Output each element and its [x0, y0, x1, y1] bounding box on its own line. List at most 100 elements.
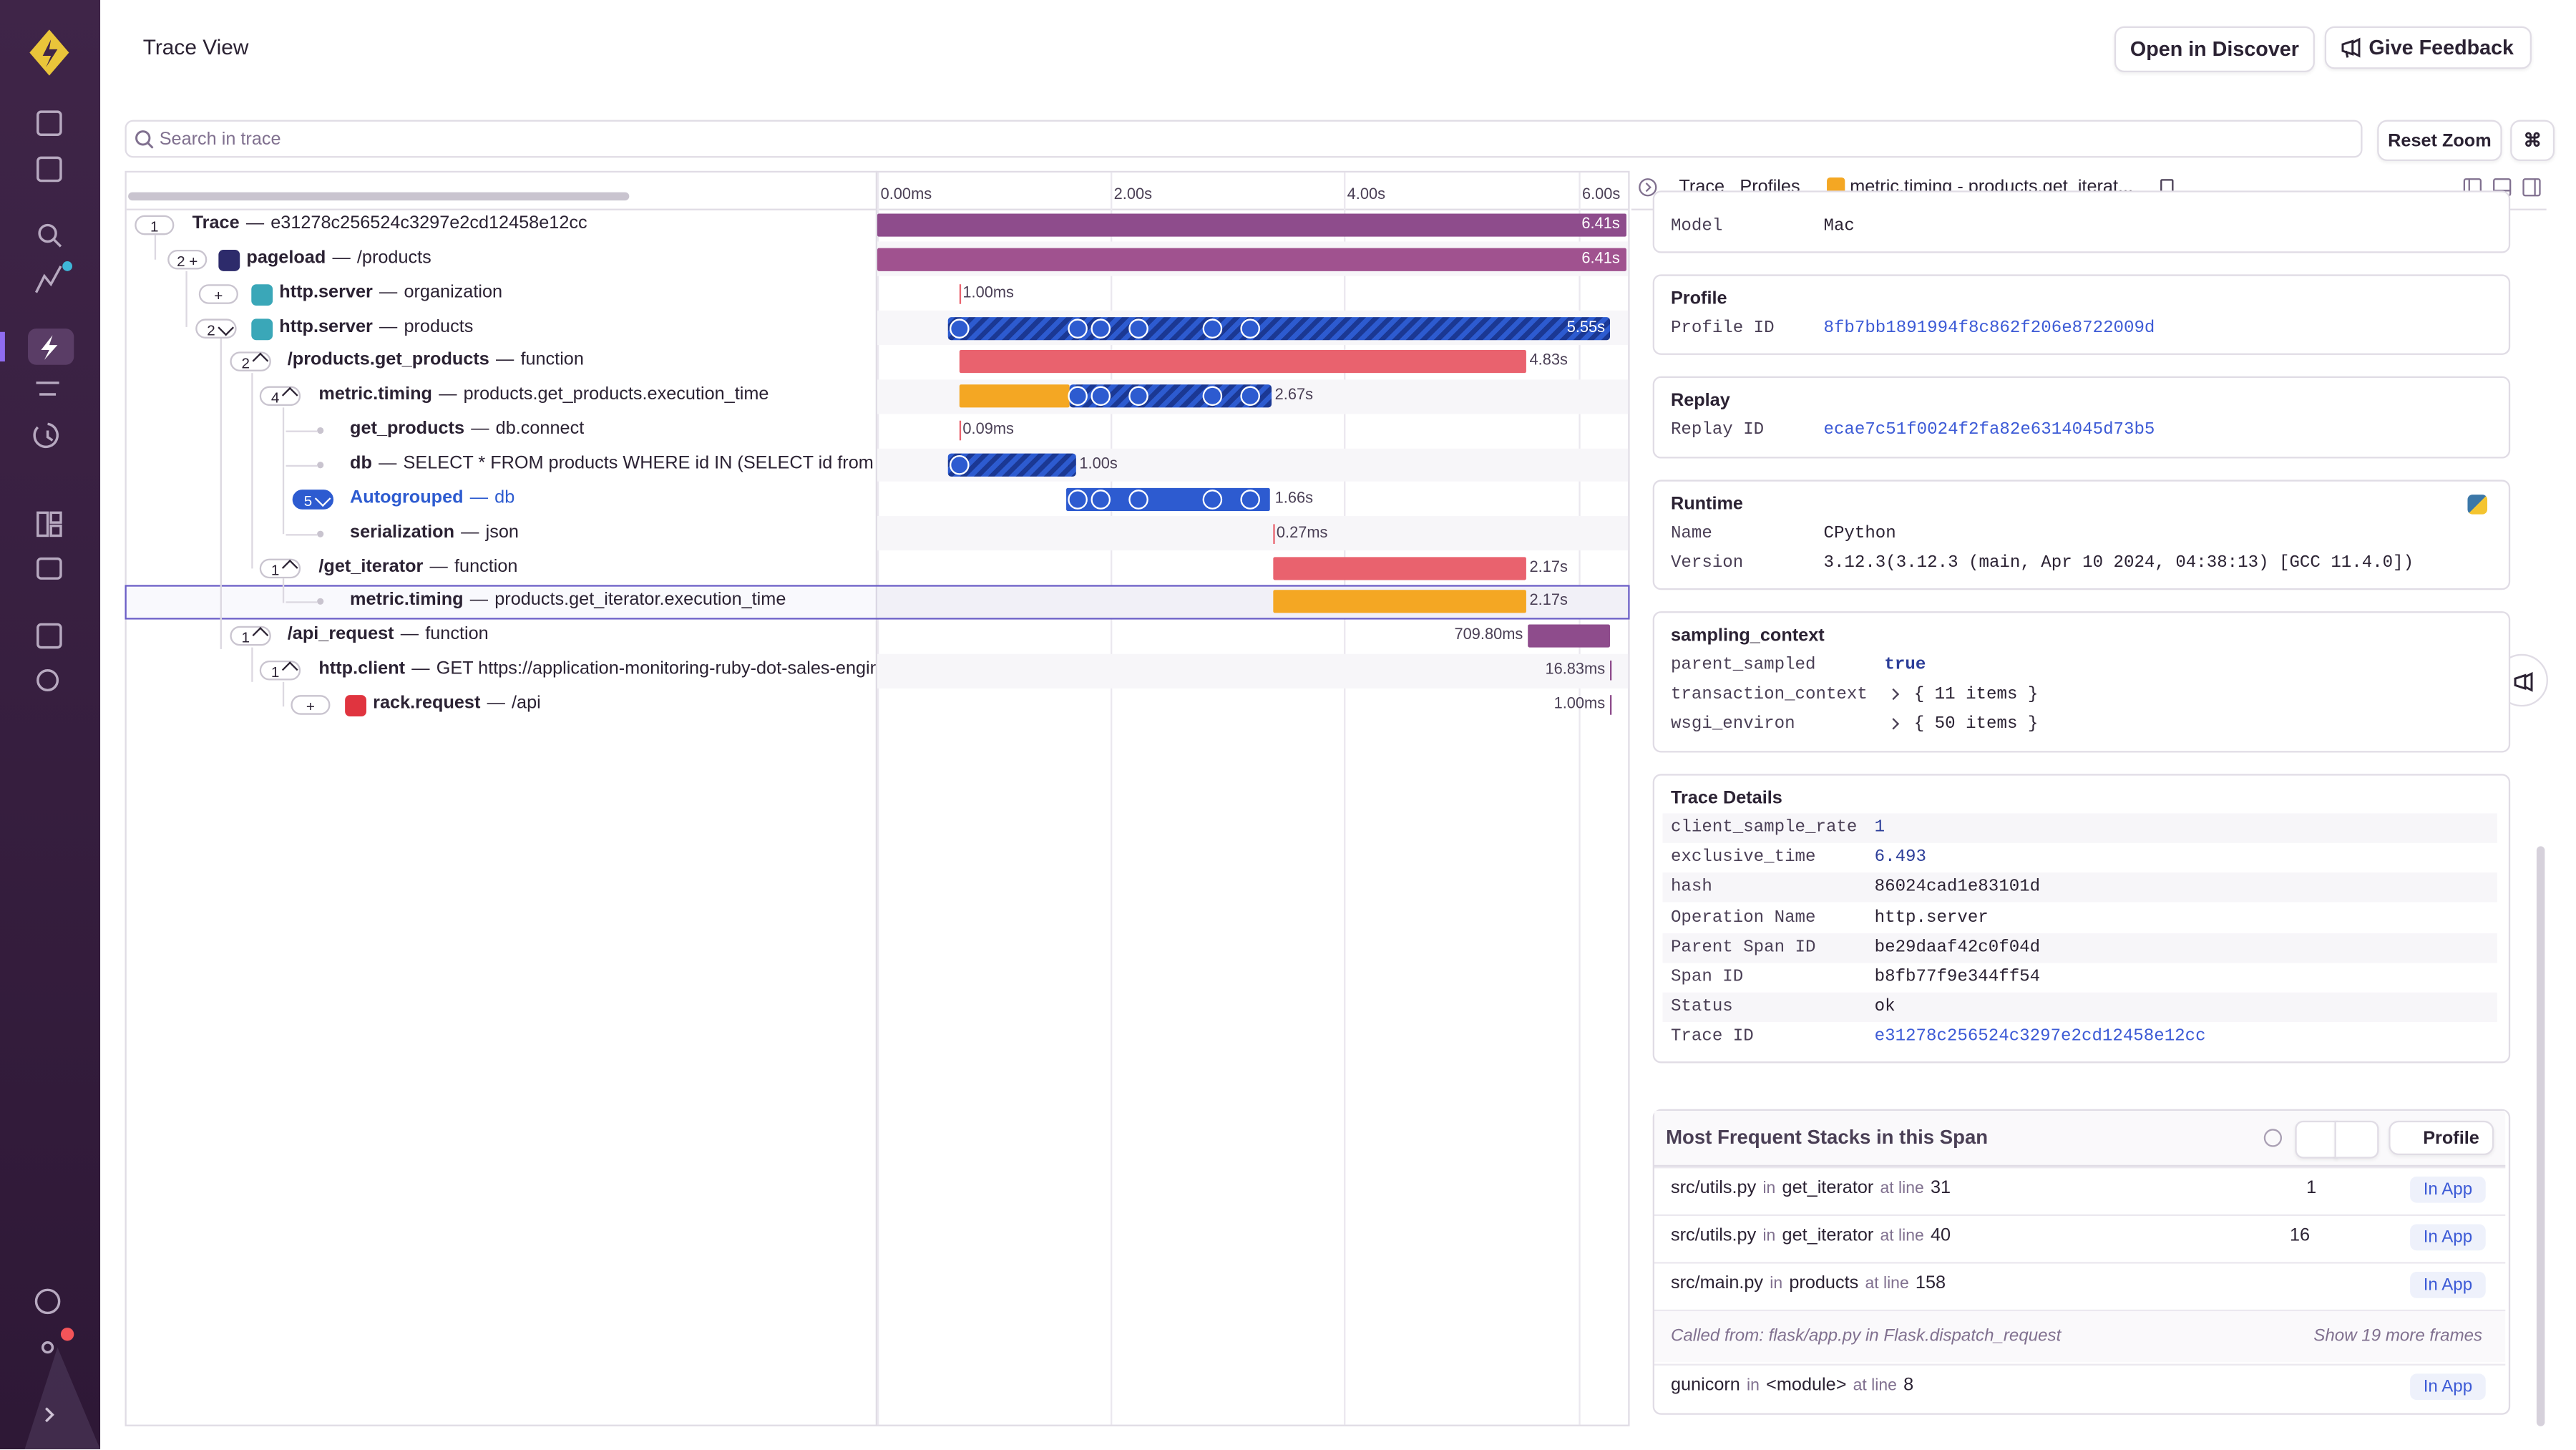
- divider: [875, 170, 878, 1426]
- span-duration: 709.80ms: [1454, 626, 1523, 645]
- frame: src/utils.py in get_iterator at line 31: [1671, 1178, 1957, 1198]
- open-discover-button[interactable]: Open in Discover: [2114, 26, 2315, 73]
- frame-count: 1: [2306, 1178, 2317, 1198]
- separator: —: [469, 590, 489, 610]
- frame-file: src/utils.py: [1670, 1225, 1757, 1246]
- detail-value: Mac: [1823, 217, 1855, 237]
- detail-value[interactable]: e31278c256524c3297e2cd12458e12cc: [1874, 1027, 2206, 1048]
- search-input[interactable]: [125, 120, 2363, 158]
- warning-icon: [1068, 386, 1088, 407]
- span-description: GET https://application-monitoring-ruby-…: [436, 659, 876, 679]
- reset-zoom-button[interactable]: Reset Zoom: [2377, 120, 2502, 162]
- span-label: /get_iterator — function: [318, 556, 875, 576]
- frame-line: 40: [1930, 1225, 1951, 1246]
- span-count[interactable]: 1: [259, 661, 301, 681]
- detail-value[interactable]: 8fb7bb1891994f8c862f206e8722009d: [1823, 318, 2155, 339]
- span-duration: 0.09ms: [962, 421, 1014, 439]
- shortcut-button[interactable]: ⌘: [2510, 120, 2555, 162]
- warning-icon: [1128, 489, 1148, 510]
- detail-key: Status: [1670, 998, 1733, 1018]
- grid-line: [1344, 172, 1346, 1425]
- warning-icon: [1068, 489, 1088, 510]
- span-tick: [959, 283, 962, 304]
- span-count[interactable]: +: [198, 283, 238, 304]
- span-label: rack.request — /api: [373, 694, 876, 714]
- span-description: organization: [404, 282, 503, 302]
- warning-icon: [1068, 318, 1088, 338]
- detail-card: [1652, 376, 2511, 459]
- detail-value: 3.12.3(3.12.3 (main, Apr 10 2024, 04:38:…: [1823, 554, 2414, 574]
- row-stripe: [1662, 993, 2497, 1023]
- grid-line: [877, 172, 879, 1425]
- span-duration: 2.17s: [1529, 592, 1568, 610]
- span-count[interactable]: 2: [230, 352, 271, 372]
- warning-icon: [1202, 386, 1223, 407]
- detail-key: Version: [1670, 554, 1744, 574]
- detail-key: Profile ID: [1670, 318, 1775, 339]
- frame-file: gunicorn: [1670, 1375, 1740, 1396]
- span-op: pageload: [246, 248, 326, 268]
- tree-dot: [317, 598, 324, 605]
- span-label: http.server — products: [279, 316, 875, 336]
- in-app-tag: In App: [2410, 1373, 2486, 1401]
- warning-icon: [1202, 318, 1223, 338]
- span-label: http.server — organization: [279, 282, 875, 302]
- show-more[interactable]: Show 19 more frames: [2313, 1325, 2483, 1346]
- warning-icon: [1091, 489, 1111, 510]
- span-op: /get_iterator: [318, 556, 424, 576]
- detail-key: Span ID: [1670, 968, 1744, 988]
- tree-connector: [286, 430, 318, 433]
- separator: —: [379, 453, 397, 474]
- frame-in: in: [1770, 1275, 1783, 1293]
- tree-dot: [317, 427, 324, 434]
- span-duration: 16.83ms: [1545, 661, 1606, 679]
- span-label: metric.timing — products.get_iterator.exec…: [350, 590, 876, 610]
- frame-in: in: [1762, 1179, 1776, 1198]
- separator: —: [411, 659, 430, 679]
- span-label: metric.timing — products.get_products.exec…: [318, 385, 875, 405]
- span-bar: [1273, 590, 1526, 614]
- warning-icon: [1240, 386, 1260, 407]
- separator: —: [487, 693, 505, 714]
- span-description: e31278c256524c3297e2cd12458e12cc: [270, 213, 587, 234]
- tree-connector: [286, 533, 318, 535]
- in-app-tag: In App: [2410, 1224, 2486, 1251]
- row-stripe: [1662, 933, 2497, 963]
- stacks-title: Most Frequent Stacks in this Span: [1666, 1125, 1989, 1149]
- span-duration: 2.17s: [1529, 558, 1568, 576]
- span-count[interactable]: +: [291, 695, 331, 715]
- separator: —: [429, 556, 448, 576]
- span-count[interactable]: 2 +: [167, 249, 208, 270]
- section-title: Trace Details: [1670, 789, 1782, 809]
- detail-value[interactable]: ecae7c51f0024f2fa82e6314045d73b5: [1823, 420, 2155, 441]
- span-count[interactable]: 5: [292, 489, 334, 510]
- span-count[interactable]: 1: [135, 215, 175, 235]
- tick-label: 0.00ms: [880, 185, 932, 204]
- profile-button[interactable]: Profile: [2389, 1120, 2494, 1156]
- span-count[interactable]: 1: [259, 558, 301, 578]
- collapse-icon[interactable]: [1638, 177, 1658, 198]
- detail-key: Replay ID: [1670, 420, 1765, 441]
- detail-value: 6.493: [1874, 848, 1927, 868]
- span-bar: [959, 384, 1070, 409]
- span-label: pageload —/products: [246, 248, 875, 268]
- detail-value: ok: [1874, 998, 1896, 1018]
- frame-at: at line: [1880, 1227, 1924, 1246]
- sidebar: [0, 0, 101, 1450]
- span-count[interactable]: 2: [195, 318, 237, 338]
- frame-function: get_iterator: [1782, 1225, 1874, 1246]
- page-title: Trace View: [142, 34, 249, 59]
- detail-value: 86024cad1e83101d: [1874, 877, 2041, 898]
- detail-card: [1652, 480, 2511, 590]
- span-op: serialization: [350, 522, 455, 542]
- separator: —: [469, 487, 488, 508]
- span-count[interactable]: 1: [230, 626, 271, 647]
- prev-button[interactable]: [2295, 1120, 2338, 1159]
- frame: gunicorn in <module> at line 8: [1671, 1376, 1920, 1396]
- separator: —: [332, 248, 351, 268]
- span-count[interactable]: 4: [259, 386, 301, 407]
- row-stripe: [877, 653, 1629, 688]
- next-button[interactable]: [2334, 1120, 2379, 1159]
- span-duration: 1.66s: [1274, 489, 1314, 508]
